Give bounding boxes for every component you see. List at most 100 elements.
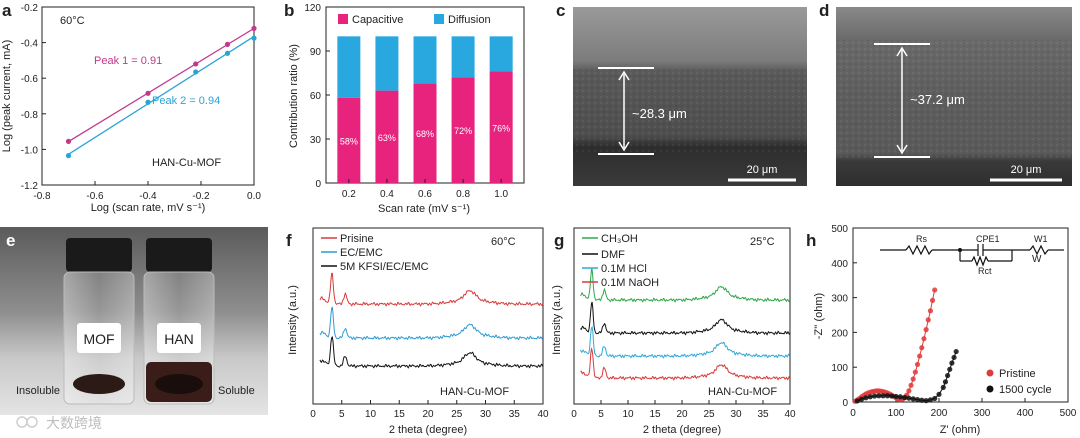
- bar-value-label: 72%: [454, 126, 472, 136]
- han-label-box: [157, 323, 201, 353]
- y-tick-label-b: 0: [315, 179, 321, 190]
- impedance-point-1: [921, 336, 927, 342]
- x-tick-label-a: -0.8: [33, 191, 51, 202]
- bar-capacitive: [337, 97, 361, 183]
- impedance-point-2: [951, 354, 957, 361]
- panel-g: g 0 5 10 15 20 25 30 35 40 CH₃OH DMF 0.1M HCl 0.…: [551, 227, 796, 436]
- data-point-series-1: [65, 138, 72, 144]
- x-tick-label-g: 25: [703, 409, 715, 420]
- circuit-rct: Rct: [978, 266, 992, 276]
- impedance-point-2: [902, 394, 908, 401]
- x-tick-label-g: 35: [757, 409, 769, 420]
- panel-a-ticks: -0.8 -0.6 -0.4 -0.2 0.0 -0.2 -0.4 -0.6 -0.8 -1.0 -…: [21, 3, 262, 202]
- panel-h-xlabel: Z' (ohm): [940, 424, 981, 436]
- x-tick-label-h: 100: [888, 408, 905, 419]
- impedance-point-2: [914, 396, 921, 403]
- data-point-series-1: [224, 41, 231, 47]
- panel-label-b: b: [284, 1, 294, 20]
- impedance-point-1: [927, 308, 934, 314]
- panel-label-g: g: [554, 231, 564, 250]
- x-tick-label-g: 30: [730, 409, 742, 420]
- bar-value-label: 68%: [416, 129, 434, 139]
- y-tick-label-b: 120: [304, 3, 321, 14]
- circuit-wo: W: [1032, 254, 1042, 265]
- panel-b-ylabel: Contribution ratio (%): [288, 44, 300, 148]
- x-tick-label-f: 35: [509, 409, 521, 420]
- x-tick-label-b: 1.0: [494, 189, 508, 200]
- watermark: 大数跨境: [46, 416, 102, 432]
- panel-a-marks: [65, 25, 257, 159]
- x-tick-label-g: 10: [622, 409, 634, 420]
- impedance-point-1: [908, 382, 914, 388]
- x-tick-label-f: 20: [422, 409, 434, 420]
- legend-f-1: Prisine: [340, 233, 374, 245]
- legend-capacitive-label: Capacitive: [352, 14, 403, 26]
- insoluble-label: Insoluble: [16, 385, 60, 397]
- bar-capacitive: [375, 90, 399, 183]
- impedance-point-2: [942, 379, 949, 385]
- impedance-point-1: [906, 388, 912, 394]
- panel-a-title: 60°C: [60, 15, 85, 27]
- y-tick-label-a: -0.2: [21, 3, 39, 14]
- legend-diffusion-label: Diffusion: [448, 14, 491, 26]
- circuit-cpe: CPE1: [976, 234, 1000, 244]
- plot-a-frame: [41, 6, 255, 186]
- bar-diffusion: [489, 36, 513, 72]
- panel-g-title: 25°C: [750, 236, 775, 248]
- panel-f-xlabel: 2 theta (degree): [389, 424, 467, 436]
- bar-diffusion: [451, 36, 475, 78]
- xrd-curve-2: [580, 301, 791, 336]
- han-label: HAN: [164, 331, 194, 347]
- impedance-point-2: [945, 372, 951, 379]
- panel-f-curves: [319, 272, 544, 369]
- data-point-series-2: [193, 69, 199, 75]
- bar-value-label: 58%: [340, 136, 358, 146]
- impedance-point-2: [889, 393, 895, 399]
- y-tick-label-a: -1.0: [21, 145, 39, 156]
- x-tick-label-a: 0.0: [247, 191, 261, 202]
- x-tick-label-f: 10: [365, 409, 377, 420]
- panel-h-ylabel: -Z'' (ohm): [813, 293, 825, 339]
- impedance-point-1: [914, 361, 921, 368]
- legend-diffusion-swatch: [434, 14, 444, 24]
- panel-g-curves: [580, 268, 791, 381]
- x-tick-label-g: 20: [676, 409, 688, 420]
- data-point-series-1: [251, 25, 257, 31]
- legend-g-1: CH₃OH: [601, 233, 638, 245]
- impedance-point-1: [925, 317, 931, 323]
- fit-line-series-1: [68, 27, 255, 143]
- impedance-point-2: [876, 393, 882, 399]
- legend-g-3: 0.1M HCl: [601, 263, 647, 275]
- data-point-series-2: [145, 99, 151, 105]
- panel-f-ticks: 0 5 10 15 20 25 30 35 40: [310, 400, 549, 420]
- bar-diffusion: [337, 36, 361, 98]
- panel-b-marks: 0 30 60 90 120 58% 0.2 63% 0.4 68% 0.6 72% 0.8 76% 1.0: [304, 3, 513, 200]
- panel-a-annotation: HAN-Cu-MOF: [152, 157, 221, 169]
- panel-label-e: e: [6, 231, 15, 250]
- y-tick-label-a: -1.2: [21, 181, 39, 192]
- x-tick-label-f: 15: [394, 409, 406, 420]
- data-point-series-2: [251, 35, 257, 41]
- impedance-point-1: [912, 369, 918, 375]
- xrd-curve-3: [319, 335, 544, 369]
- impedance-point-2: [880, 393, 886, 399]
- panel-f-ylabel: Intensity (a.u.): [287, 285, 299, 355]
- bar-diffusion: [375, 36, 399, 91]
- panel-g-xlabel: 2 theta (degree): [643, 424, 721, 436]
- x-tick-label-g: 40: [784, 409, 796, 420]
- panel-f-title: 60°C: [491, 236, 516, 248]
- y-tick-label-h: 400: [831, 259, 848, 270]
- impedance-point-1: [932, 287, 938, 293]
- y-tick-label-h: 200: [831, 328, 848, 339]
- impedance-point-2: [906, 395, 912, 401]
- circuit-w1: W1: [1034, 234, 1048, 244]
- panel-a: a 60°C HAN-Cu-MOF Peak 1 = 0.91 Peak 2 =…: [1, 1, 261, 214]
- peak1-label: Peak 1 = 0.91: [94, 55, 162, 67]
- legend-h-cycle: 1500 cycle: [999, 384, 1052, 396]
- y-tick-label-b: 30: [310, 135, 322, 146]
- y-tick-label-a: -0.8: [21, 110, 39, 121]
- panel-label-a: a: [2, 1, 12, 20]
- impedance-point-2: [936, 391, 942, 397]
- x-tick-label-h: 300: [974, 408, 991, 419]
- xrd-curve-1: [580, 268, 791, 303]
